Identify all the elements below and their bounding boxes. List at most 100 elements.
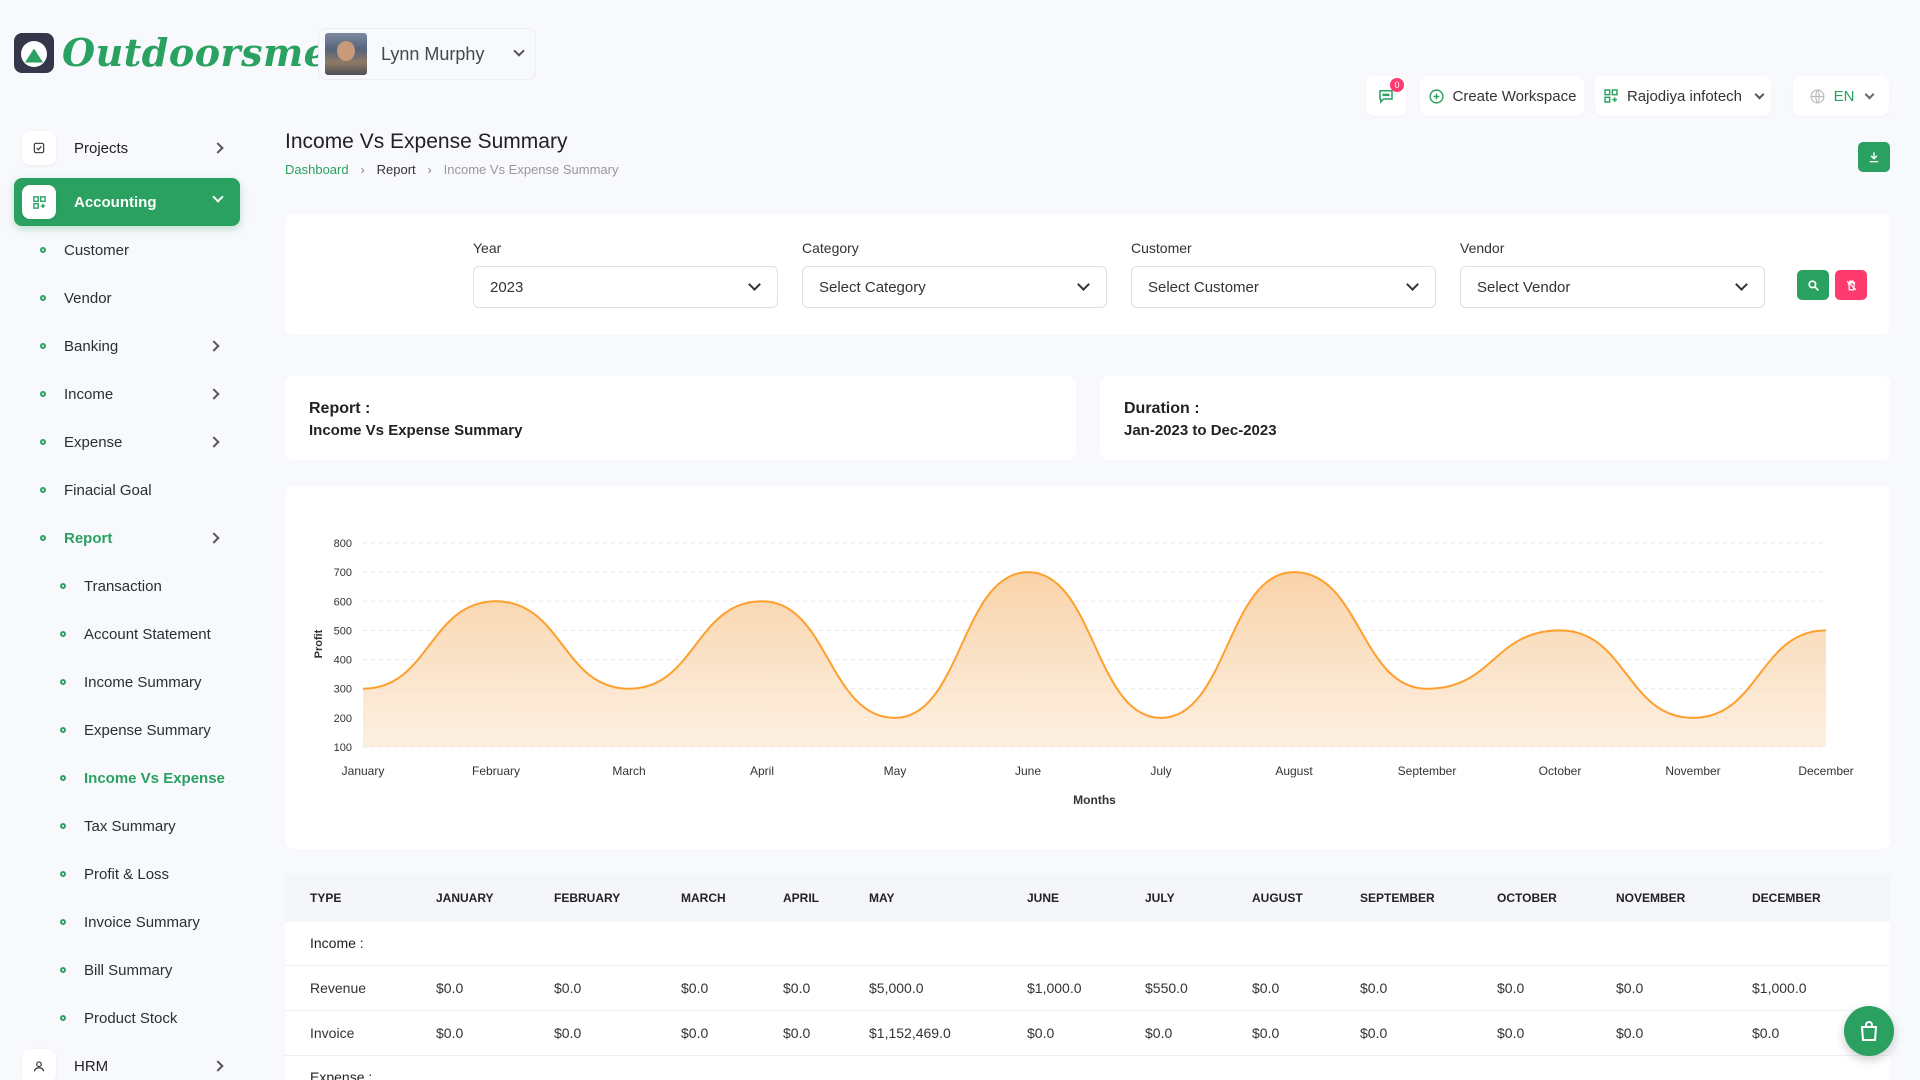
brand-logo[interactable]: Outdoorsmen: [14, 30, 356, 75]
clear-filter-button[interactable]: [1835, 270, 1867, 300]
x-tick-label: April: [750, 764, 774, 778]
sidebar-item-income-vs-expense[interactable]: Income Vs Expense: [14, 754, 240, 802]
report-label: Report :: [309, 400, 371, 417]
language-switcher[interactable]: EN: [1793, 76, 1889, 116]
sidebar-item-label: Finacial Goal: [64, 481, 152, 499]
sidebar-item-label: Expense: [64, 433, 123, 451]
sidebar-item-financial-goal[interactable]: Finacial Goal: [14, 466, 240, 514]
sidebar-item-account-statement[interactable]: Account Statement: [14, 610, 240, 658]
x-tick-label: November: [1665, 764, 1720, 778]
year-value: 2023: [490, 278, 524, 296]
table-cell: Invoice: [285, 1010, 411, 1056]
messages-button[interactable]: 0: [1366, 76, 1406, 116]
table-cell: $0.0: [529, 1010, 656, 1056]
table-cell: $0.0: [1472, 965, 1591, 1011]
sidebar-item-customer[interactable]: Customer: [14, 226, 240, 274]
cart-button[interactable]: [1844, 1006, 1894, 1056]
breadcrumb-current: Income Vs Expense Summary: [443, 162, 619, 177]
checkbox-icon: [22, 131, 56, 165]
column-header: APRIL: [783, 891, 819, 905]
logo-icon: [14, 32, 54, 73]
y-tick-label: 100: [334, 742, 352, 754]
apply-filter-button[interactable]: [1797, 270, 1829, 300]
sidebar-item-label: Bill Summary: [84, 961, 173, 979]
download-button[interactable]: [1858, 142, 1890, 172]
organization-name: Rajodiya infotech: [1626, 87, 1743, 105]
sidebar-item-expense[interactable]: Expense: [14, 418, 240, 466]
sidebar-item-bill-summary[interactable]: Bill Summary: [14, 946, 240, 994]
sidebar-item-invoice-summary[interactable]: Invoice Summary: [14, 898, 240, 946]
table-cell: $0.0: [758, 1010, 844, 1056]
sidebar-item-report[interactable]: Report: [14, 514, 240, 562]
x-tick-label: June: [1015, 764, 1041, 778]
x-tick-label: December: [1798, 764, 1853, 778]
y-tick-label: 400: [334, 655, 352, 667]
customer-select[interactable]: Select Customer: [1131, 266, 1436, 308]
sidebar-item-income-summary[interactable]: Income Summary: [14, 658, 240, 706]
sidebar-item-label: HRM: [74, 1057, 109, 1075]
category-select[interactable]: Select Category: [802, 266, 1107, 308]
year-select[interactable]: 2023: [473, 266, 778, 308]
chevron-right-icon: [212, 142, 224, 154]
sidebar-item-hrm[interactable]: HRM: [14, 1042, 240, 1080]
bullet-icon: [40, 295, 46, 301]
organization-switcher[interactable]: Rajodiya infotech: [1595, 76, 1771, 116]
table-cell: $0.0: [656, 1010, 758, 1056]
table-cell: $0.0: [1120, 1010, 1227, 1056]
profit-series-line: [362, 571, 1827, 719]
bullet-icon: [60, 727, 66, 733]
chevron-right-icon: [208, 388, 220, 400]
sidebar-item-profit-loss[interactable]: Profit & Loss: [14, 850, 240, 898]
chevron-right-icon: [208, 532, 220, 544]
sidebar-item-banking[interactable]: Banking: [14, 322, 240, 370]
sidebar-item-projects[interactable]: Projects: [14, 124, 240, 172]
plus-circle-icon: [1428, 88, 1444, 104]
breadcrumb-report[interactable]: Report: [376, 162, 416, 177]
sidebar-item-product-stock[interactable]: Product Stock: [14, 994, 240, 1042]
sidebar-item-tax-summary[interactable]: Tax Summary: [14, 802, 240, 850]
sidebar-item-vendor[interactable]: Vendor: [14, 274, 240, 322]
sidebar-item-expense-summary[interactable]: Expense Summary: [14, 706, 240, 754]
profit-area-chart: 800 700 600 500 400 300 200 100 January February M…: [313, 538, 1854, 807]
user-menu[interactable]: Lynn Murphy: [318, 28, 536, 80]
sidebar-item-label: Income Summary: [84, 673, 202, 691]
table-cell: $0.0: [758, 965, 844, 1011]
breadcrumb: Dashboard › Report › Income Vs Expense S…: [285, 162, 619, 177]
bullet-icon: [40, 439, 46, 445]
sidebar-item-label: Income Vs Expense: [84, 769, 225, 787]
x-tick-label: May: [884, 764, 907, 778]
create-workspace-button[interactable]: Create Workspace: [1420, 76, 1584, 116]
vendor-filter: Vendor Select Vendor: [1460, 240, 1765, 308]
bullet-icon: [60, 631, 66, 637]
vendor-label: Vendor: [1460, 240, 1505, 256]
shopping-bag-icon: [1860, 1021, 1878, 1041]
sidebar-item-label: Income: [64, 385, 114, 403]
column-header: MARCH: [681, 891, 726, 905]
expense-section-label: Expense :: [310, 1068, 373, 1080]
page-title: Income Vs Expense Summary: [285, 130, 568, 153]
sidebar-item-label: Invoice Summary: [84, 913, 200, 931]
table-cell: $1,000.0: [1002, 965, 1120, 1011]
y-axis-title: Profit: [313, 629, 325, 658]
message-count-badge: 0: [1390, 78, 1404, 92]
x-tick-label: July: [1150, 764, 1171, 778]
bullet-icon: [40, 247, 46, 253]
column-header: JANUARY: [436, 891, 494, 905]
breadcrumb-dashboard[interactable]: Dashboard: [285, 162, 349, 177]
vendor-select[interactable]: Select Vendor: [1460, 266, 1765, 308]
sidebar-item-transaction[interactable]: Transaction: [14, 562, 240, 610]
summary-table: TYPE JANUARY FEBRUARY MARCH APRIL MAY JU…: [285, 874, 1890, 1080]
sidebar-item-income[interactable]: Income: [14, 370, 240, 418]
sidebar-item-label: Accounting: [74, 193, 157, 211]
sidebar-item-accounting[interactable]: Accounting: [14, 178, 240, 226]
bullet-icon: [60, 967, 66, 973]
bullet-icon: [40, 487, 46, 493]
column-header: FEBRUARY: [554, 891, 621, 905]
sidebar: Projects Accounting Customer Vendor Bank…: [14, 124, 240, 1080]
column-header: TYPE: [310, 891, 342, 905]
table-cell: $0.0: [1227, 965, 1335, 1011]
download-icon: [1869, 152, 1879, 163]
chevron-right-icon: [208, 340, 220, 352]
table-row: Expense :: [285, 1055, 1890, 1080]
sidebar-item-label: Customer: [64, 241, 130, 259]
